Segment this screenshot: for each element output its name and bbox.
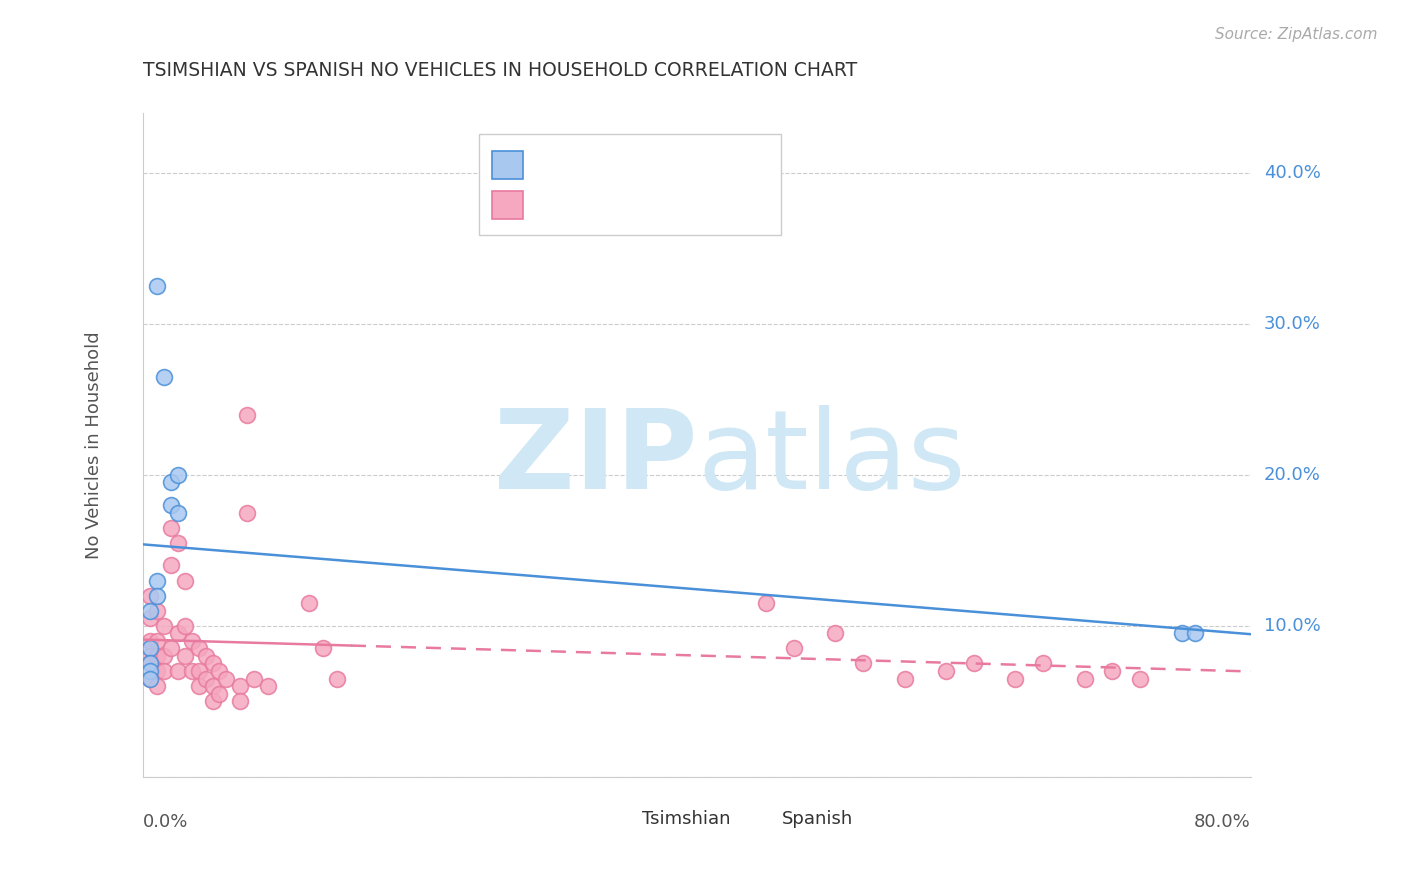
Point (194, 672, 217, 686)
FancyBboxPatch shape (492, 152, 523, 179)
Text: TSIMSHIAN VS SPANISH NO VEHICLES IN HOUSEHOLD CORRELATION CHART: TSIMSHIAN VS SPANISH NO VEHICLES IN HOUS… (143, 61, 858, 79)
Point (298, 596, 321, 610)
Point (173, 648, 195, 663)
Point (146, 664, 169, 678)
Point (139, 672, 162, 686)
Point (139, 633, 162, 648)
FancyBboxPatch shape (479, 134, 782, 235)
Point (139, 657, 162, 671)
Point (139, 641, 162, 656)
Text: 80.0%: 80.0% (1194, 814, 1251, 831)
Point (167, 506, 190, 520)
FancyBboxPatch shape (606, 807, 636, 831)
Point (1032, 657, 1054, 671)
Text: Spanish: Spanish (782, 810, 853, 828)
Point (180, 664, 202, 678)
Point (160, 521, 183, 535)
Point (236, 408, 259, 422)
Point (208, 687, 231, 701)
FancyBboxPatch shape (747, 807, 776, 831)
Text: 40.0%: 40.0% (1264, 164, 1320, 182)
Point (153, 370, 176, 384)
Point (783, 641, 806, 656)
Point (1073, 672, 1095, 686)
Point (167, 467, 190, 482)
Point (160, 475, 183, 490)
Point (146, 589, 169, 603)
Point (824, 626, 846, 640)
FancyBboxPatch shape (492, 191, 523, 219)
Point (1184, 626, 1206, 640)
Point (139, 604, 162, 618)
Text: Tsimshian: Tsimshian (641, 810, 730, 828)
Point (153, 664, 176, 678)
Text: 0.0%: 0.0% (143, 814, 188, 831)
Point (1101, 664, 1123, 678)
Point (153, 619, 176, 633)
Point (139, 611, 162, 625)
Point (1004, 672, 1026, 686)
Point (215, 672, 238, 686)
Point (935, 664, 957, 678)
Point (963, 657, 986, 671)
Text: No Vehicles in Household: No Vehicles in Household (84, 331, 103, 558)
Point (229, 679, 252, 693)
Point (852, 657, 875, 671)
Text: ZIP: ZIP (494, 405, 697, 511)
Point (160, 641, 183, 656)
Point (201, 679, 224, 693)
Point (139, 657, 162, 671)
Point (160, 498, 183, 512)
Text: atlas: atlas (697, 405, 966, 511)
Point (146, 679, 169, 693)
Point (201, 657, 224, 671)
Point (229, 694, 252, 708)
Point (153, 648, 176, 663)
Point (187, 641, 209, 656)
Point (167, 664, 190, 678)
Point (755, 596, 778, 610)
Point (139, 589, 162, 603)
Point (139, 672, 162, 686)
Point (1170, 626, 1192, 640)
Point (1129, 672, 1152, 686)
Point (167, 536, 190, 550)
Point (146, 604, 169, 618)
Text: R = -0.131   N = 15: R = -0.131 N = 15 (531, 156, 741, 175)
Point (160, 558, 183, 573)
Text: R =  0.021   N = 57: R = 0.021 N = 57 (531, 195, 738, 215)
Point (208, 664, 231, 678)
Point (236, 506, 259, 520)
Point (146, 648, 169, 663)
Point (167, 626, 190, 640)
Point (180, 633, 202, 648)
Point (893, 672, 915, 686)
Point (312, 641, 335, 656)
Point (139, 664, 162, 678)
Point (187, 664, 209, 678)
Point (146, 279, 169, 293)
Text: Source: ZipAtlas.com: Source: ZipAtlas.com (1215, 27, 1378, 42)
Text: 20.0%: 20.0% (1264, 466, 1320, 484)
Point (146, 574, 169, 588)
Point (243, 672, 266, 686)
Point (257, 679, 280, 693)
Point (194, 648, 217, 663)
Point (201, 694, 224, 708)
Text: 30.0%: 30.0% (1264, 315, 1320, 333)
Point (173, 574, 195, 588)
Point (173, 619, 195, 633)
Point (326, 672, 349, 686)
Point (139, 648, 162, 663)
Text: 10.0%: 10.0% (1264, 616, 1320, 635)
Point (187, 679, 209, 693)
Point (146, 633, 169, 648)
